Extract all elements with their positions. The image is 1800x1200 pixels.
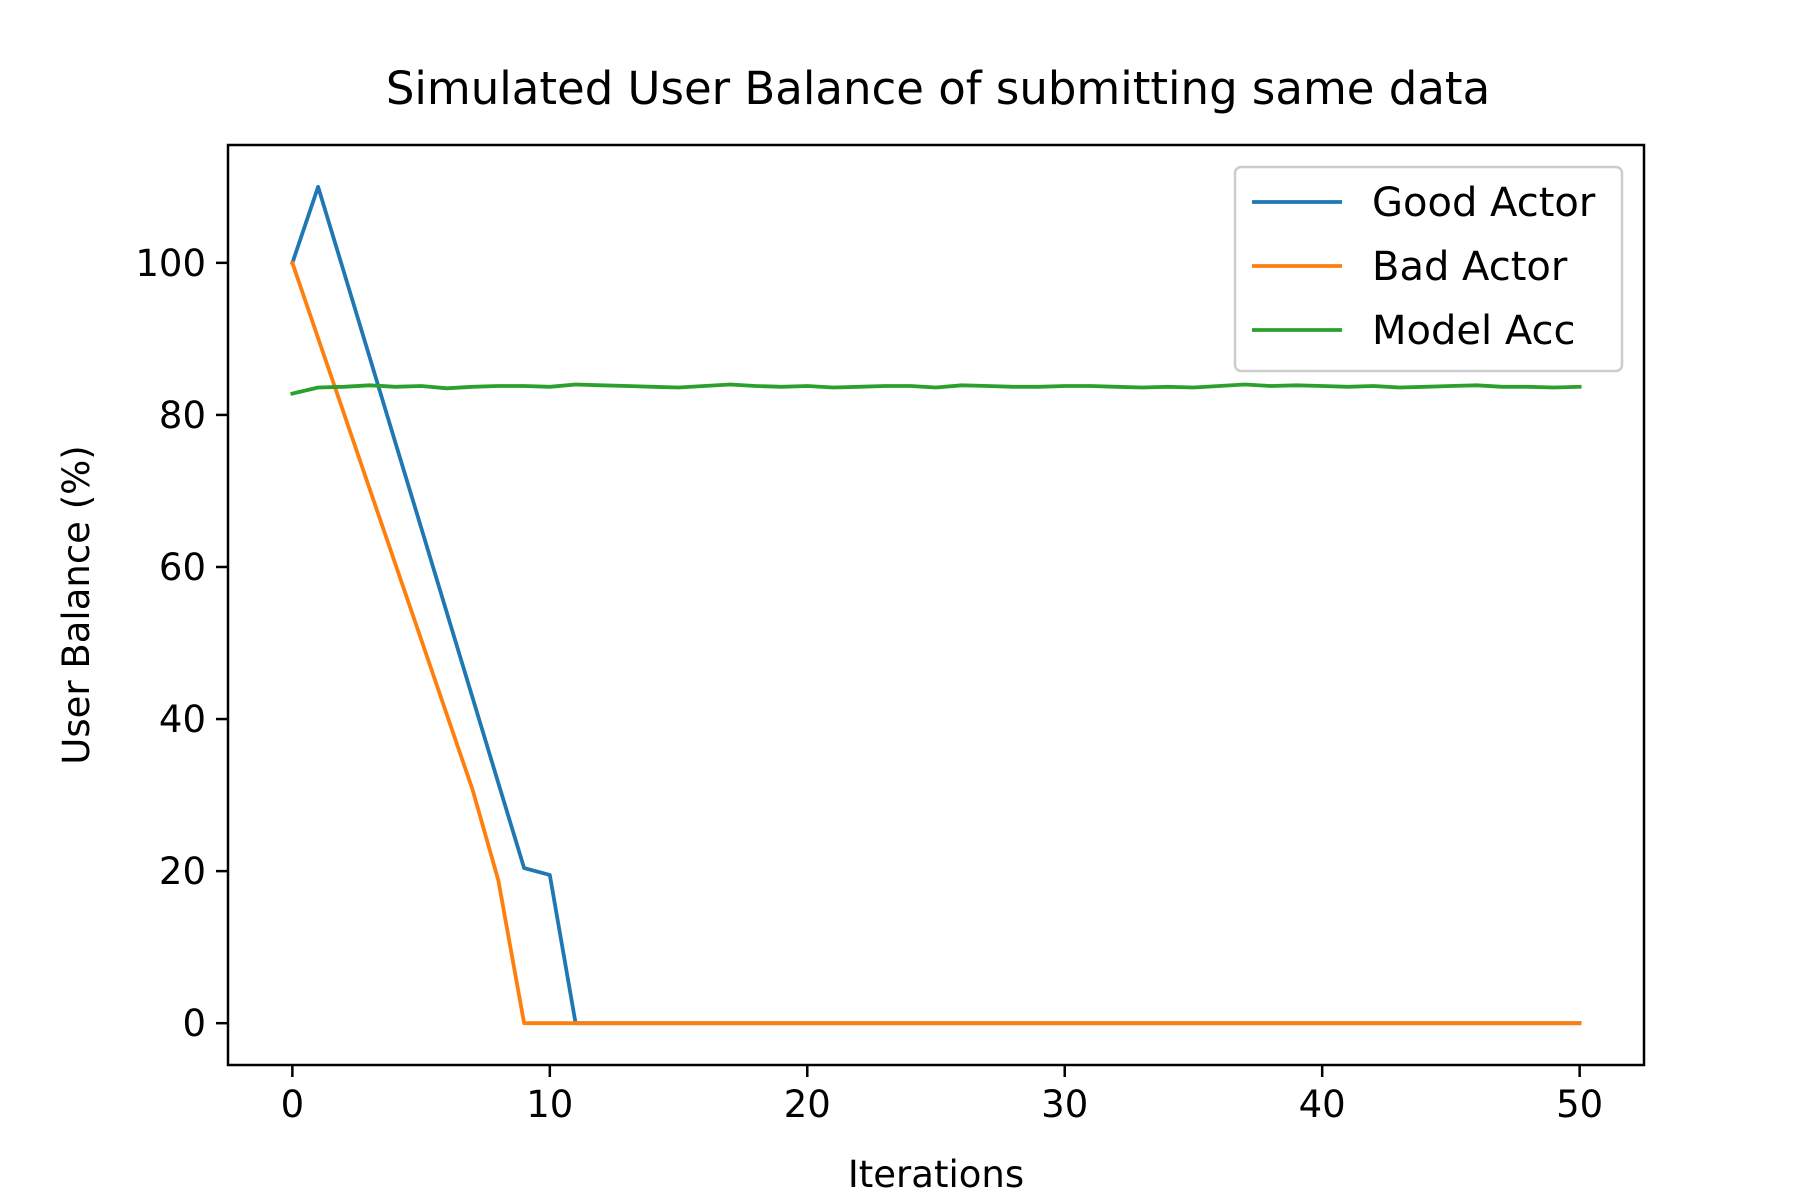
y-tick-label: 20 xyxy=(159,850,206,893)
x-tick-label: 0 xyxy=(281,1083,305,1126)
series-layer xyxy=(289,184,1582,1026)
x-tick-label: 20 xyxy=(784,1083,831,1126)
legend: Good Actor Bad Actor Model Acc xyxy=(1233,165,1624,373)
plot-frame xyxy=(226,143,1646,1067)
y-tick-label: 100 xyxy=(135,242,206,285)
y-tick-label: 80 xyxy=(159,394,206,437)
x-tick-label: 10 xyxy=(526,1083,573,1126)
legend-box xyxy=(1233,165,1624,373)
y-tick-label: 60 xyxy=(159,546,206,589)
legend-label-bad-actor: Bad Actor xyxy=(1372,244,1568,290)
legend-label-good-actor: Good Actor xyxy=(1372,180,1596,226)
y-axis-label: User Balance (%) xyxy=(55,445,98,764)
y-tick-label: 40 xyxy=(159,698,206,741)
x-tick-label: 50 xyxy=(1556,1083,1603,1126)
x-tick-label: 40 xyxy=(1299,1083,1346,1126)
y-tick-label: 0 xyxy=(182,1002,206,1045)
x-axis: 0 10 20 30 40 50 xyxy=(281,1065,1603,1126)
x-tick-label: 30 xyxy=(1041,1083,1088,1126)
series-line-bad-actor xyxy=(289,260,1582,1026)
y-axis: 0 20 40 60 80 100 xyxy=(135,242,228,1045)
x-axis-label: Iterations xyxy=(848,1153,1024,1196)
chart-title: Simulated User Balance of submitting sam… xyxy=(386,62,1490,115)
legend-label-model-acc: Model Acc xyxy=(1372,308,1575,354)
series-line-model-acc xyxy=(290,382,1582,396)
